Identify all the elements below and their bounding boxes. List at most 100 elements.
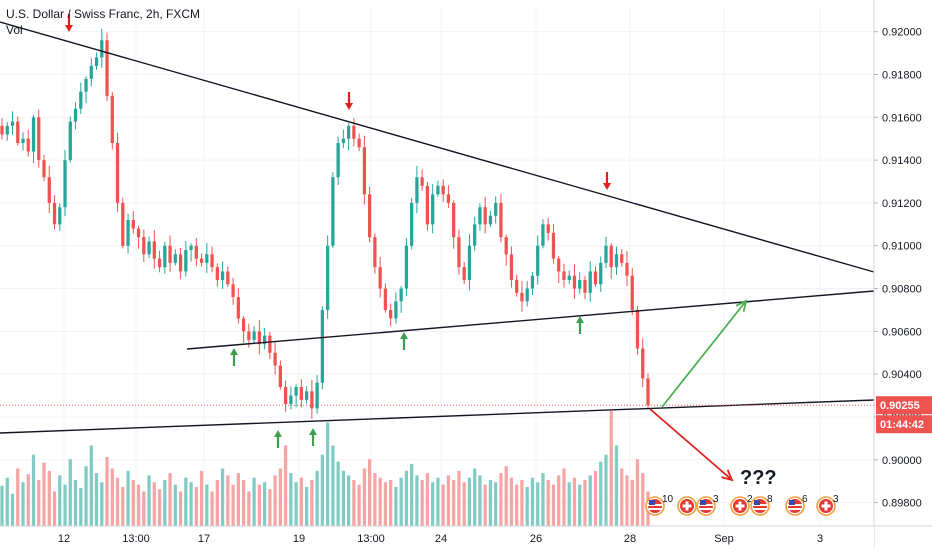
volume-bar bbox=[73, 480, 78, 526]
volume-bar bbox=[310, 480, 314, 526]
x-tick-label: 13:00 bbox=[357, 533, 385, 545]
volume-bar bbox=[184, 477, 188, 526]
candle-body bbox=[483, 207, 487, 225]
swiss-cross bbox=[821, 504, 831, 508]
candle-body bbox=[147, 241, 151, 255]
candle-body bbox=[389, 309, 393, 319]
candle-body bbox=[583, 279, 587, 293]
projection-up-arrow-head bbox=[735, 299, 748, 312]
x-tick-label: 19 bbox=[293, 533, 305, 545]
candle-body bbox=[205, 254, 209, 263]
candle-body bbox=[457, 237, 461, 268]
candle-body bbox=[425, 185, 430, 225]
event-badge-icon[interactable]: 6 bbox=[785, 494, 808, 516]
event-badge-icon[interactable]: 2 bbox=[730, 494, 753, 516]
candle-body bbox=[236, 297, 240, 319]
us-flag-canton bbox=[700, 500, 706, 505]
candle-body bbox=[515, 279, 519, 293]
candle-body bbox=[504, 237, 508, 255]
us-flag-stripe bbox=[753, 508, 767, 510]
y-tick-label: 0.89800 bbox=[882, 498, 922, 510]
x-tick-label: 26 bbox=[530, 533, 542, 545]
candle-body bbox=[567, 275, 571, 280]
candle-body bbox=[173, 254, 177, 263]
volume-bar bbox=[394, 486, 398, 526]
y-tick-label: 0.91800 bbox=[882, 69, 922, 81]
event-badges[interactable]: 10 3 2 8 6 3 bbox=[645, 494, 839, 516]
volume-bar bbox=[494, 482, 498, 526]
y-tick-label: 0.90000 bbox=[882, 455, 922, 467]
candle-body bbox=[100, 40, 104, 58]
candle-body bbox=[420, 177, 424, 186]
candle-body bbox=[21, 138, 25, 143]
volume-bar bbox=[273, 475, 277, 526]
volume-bar bbox=[189, 482, 193, 526]
volume-label: Vol bbox=[6, 23, 23, 37]
volume-bar bbox=[614, 445, 619, 526]
buy-marker-head bbox=[400, 332, 408, 339]
projection-down-arrow-head bbox=[721, 469, 734, 482]
event-badge-icon[interactable]: 10 bbox=[645, 494, 674, 516]
candle-body bbox=[362, 147, 367, 195]
candle-body bbox=[110, 95, 114, 143]
volume-bar bbox=[220, 468, 225, 526]
candle-body bbox=[641, 348, 645, 379]
event-badge-icon[interactable]: 3 bbox=[816, 494, 839, 516]
candle-body bbox=[278, 365, 282, 388]
candle-body bbox=[436, 185, 440, 195]
volume-bar bbox=[488, 480, 493, 526]
candle-body bbox=[446, 194, 451, 203]
candle-body bbox=[331, 177, 335, 246]
candle-body bbox=[320, 309, 325, 383]
x-tick-label: 28 bbox=[624, 533, 636, 545]
candle-body bbox=[16, 121, 20, 143]
candle-body bbox=[452, 202, 456, 238]
event-badge-icon[interactable] bbox=[677, 496, 697, 516]
event-badge-icon[interactable]: 8 bbox=[750, 494, 773, 516]
candle-body bbox=[262, 335, 267, 345]
volume-bar bbox=[368, 459, 372, 526]
candle-body bbox=[89, 65, 93, 79]
candle-body bbox=[399, 288, 403, 302]
volume-bar bbox=[126, 470, 130, 526]
volume-bar bbox=[100, 482, 104, 526]
volume-bar bbox=[10, 493, 15, 526]
volume-bar bbox=[362, 468, 367, 526]
volume-bar bbox=[210, 491, 214, 526]
event-badge-icon[interactable]: 3 bbox=[696, 494, 719, 516]
candle-body bbox=[630, 275, 634, 310]
volume-bar bbox=[294, 482, 298, 526]
candle-body bbox=[189, 245, 193, 251]
candle-body bbox=[52, 202, 57, 225]
candle-body bbox=[163, 245, 167, 268]
buy-marker-head bbox=[576, 316, 584, 323]
y-tick-label: 0.91400 bbox=[882, 155, 922, 167]
volume-bar bbox=[241, 480, 246, 526]
annotation-question: ??? bbox=[740, 467, 777, 489]
trendline-mid bbox=[186, 290, 875, 350]
volume-bar bbox=[252, 477, 256, 526]
event-badge-count: 10 bbox=[662, 494, 674, 505]
event-badge-count: 3 bbox=[833, 494, 839, 505]
us-flag-stripe bbox=[788, 508, 802, 510]
candle-body bbox=[404, 245, 409, 289]
candle-body bbox=[268, 335, 272, 353]
volume-bar bbox=[446, 475, 451, 526]
volume-bar bbox=[431, 482, 435, 526]
candle-body bbox=[121, 202, 125, 246]
volume-bar bbox=[530, 477, 535, 526]
candle-body bbox=[26, 138, 30, 152]
volume-bar bbox=[399, 477, 403, 526]
y-tick-label: 0.92000 bbox=[882, 27, 922, 39]
volume-bar bbox=[47, 470, 51, 526]
volume-bar bbox=[142, 491, 146, 526]
volume-bar bbox=[21, 482, 25, 526]
volume-bar bbox=[31, 454, 36, 526]
candle-body bbox=[588, 271, 592, 293]
candle-body bbox=[241, 318, 246, 332]
candle-body bbox=[431, 194, 435, 225]
candle-body bbox=[115, 142, 120, 203]
volume-bar bbox=[105, 457, 109, 526]
